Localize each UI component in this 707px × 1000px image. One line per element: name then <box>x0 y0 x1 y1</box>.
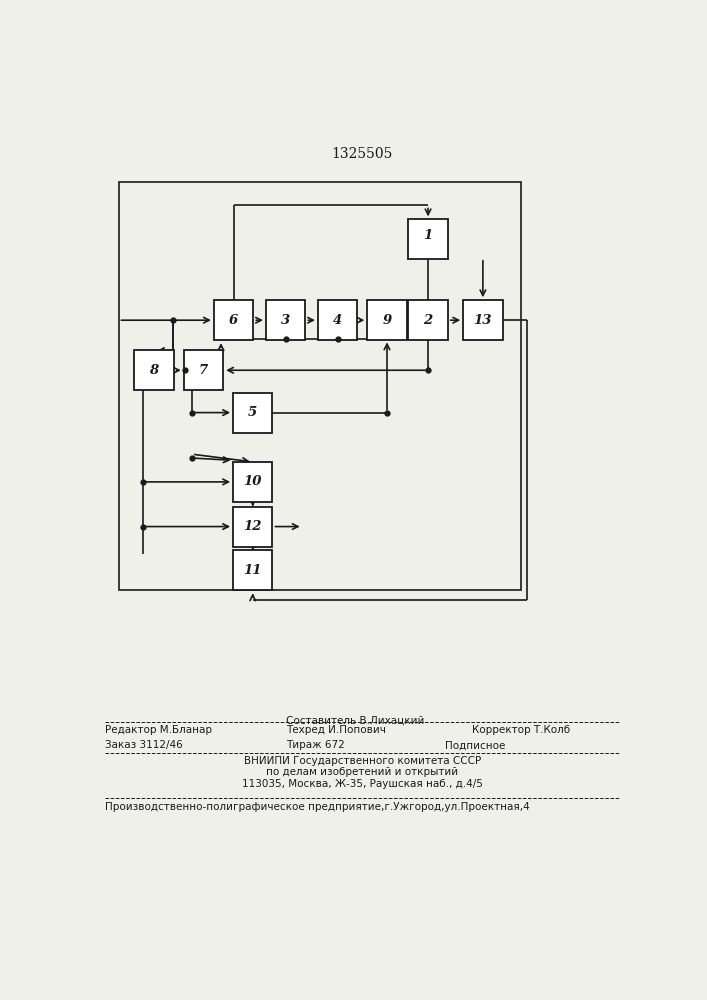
Bar <box>409 300 448 340</box>
Text: ВНИИПИ Государственного комитета СССР: ВНИИПИ Государственного комитета СССР <box>244 756 481 766</box>
Bar <box>134 350 174 390</box>
Bar <box>463 300 503 340</box>
Text: 11: 11 <box>243 564 262 577</box>
Bar <box>409 219 448 259</box>
Text: по делам изобретений и открытий: по делам изобретений и открытий <box>267 767 458 777</box>
Bar <box>184 350 223 390</box>
Text: Корректор Т.Колб: Корректор Т.Колб <box>472 725 570 735</box>
Bar <box>367 300 407 340</box>
Text: Производственно-полиграфическое предприятие,г.Ужгород,ул.Проектная,4: Производственно-полиграфическое предприя… <box>105 802 530 812</box>
Text: Заказ 3112/46: Заказ 3112/46 <box>105 740 182 750</box>
Text: Составитель В.Лихацкий: Составитель В.Лихацкий <box>286 716 424 726</box>
Text: 12: 12 <box>243 520 262 533</box>
Text: 1: 1 <box>423 229 433 242</box>
Text: 9: 9 <box>382 314 392 327</box>
Bar <box>119 182 521 590</box>
Text: 113035, Москва, Ж-35, Раушская наб., д.4/5: 113035, Москва, Ж-35, Раушская наб., д.4… <box>242 779 483 789</box>
Text: Подписное: Подписное <box>445 740 505 750</box>
Bar <box>233 507 272 547</box>
Text: 10: 10 <box>243 475 262 488</box>
Bar <box>233 550 272 590</box>
Text: Редактор М.Бланар: Редактор М.Бланар <box>105 725 212 735</box>
Text: 1325505: 1325505 <box>332 147 393 161</box>
Text: 2: 2 <box>423 314 433 327</box>
Text: 6: 6 <box>229 314 238 327</box>
Text: 5: 5 <box>248 406 257 419</box>
Bar <box>318 300 358 340</box>
Text: 3: 3 <box>281 314 291 327</box>
Text: 8: 8 <box>149 364 159 377</box>
Bar <box>233 393 272 433</box>
Text: 4: 4 <box>333 314 342 327</box>
Bar <box>266 300 305 340</box>
Text: Тираж 672: Тираж 672 <box>286 740 344 750</box>
Text: 7: 7 <box>199 364 208 377</box>
Bar <box>214 300 253 340</box>
Text: 13: 13 <box>474 314 492 327</box>
Text: Техред И.Попович: Техред И.Попович <box>286 725 385 735</box>
Bar <box>233 462 272 502</box>
